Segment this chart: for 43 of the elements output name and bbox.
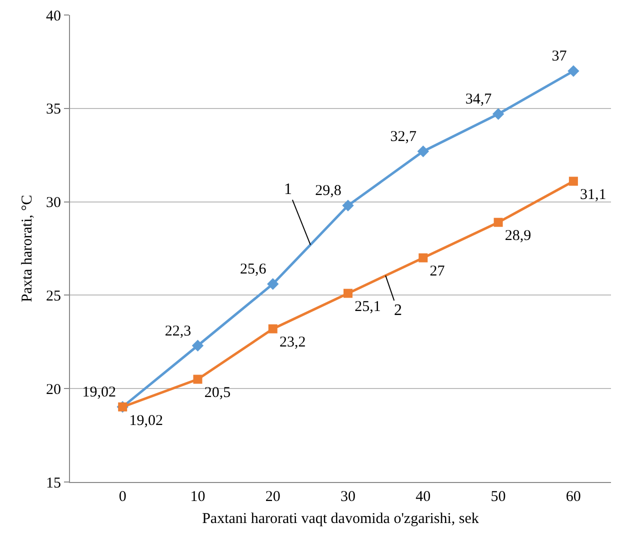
data-label: 25,6 (240, 262, 267, 278)
data-label: 22,3 (164, 323, 192, 340)
x-tick-label: 20 (265, 489, 280, 505)
data-label: 31,1 (580, 187, 606, 204)
point (342, 200, 354, 212)
data-label: 23,2 (280, 334, 306, 351)
point (417, 146, 429, 158)
y-tick-label: 40 (46, 8, 61, 24)
y-tick-label: 15 (46, 475, 61, 492)
x-tick-label: 40 (416, 489, 431, 505)
x-tick-label: 50 (490, 489, 506, 505)
text: 1 (284, 181, 292, 198)
point (494, 218, 503, 227)
data-label: 32,7 (390, 128, 418, 145)
series-label: 2 (394, 302, 402, 319)
data-label: 19,02 (129, 412, 163, 429)
point (492, 108, 504, 120)
data-label: 34,7 (465, 92, 492, 108)
data-label: 25,1 (354, 299, 381, 316)
y-tick-label: 35 (46, 102, 61, 118)
y-tick-label: 25 (46, 288, 61, 304)
point (193, 374, 202, 384)
x-tick-label: 10 (190, 489, 206, 505)
data-label: 20,5 (204, 385, 231, 402)
point (267, 278, 279, 290)
data-label: 28,9 (504, 228, 532, 244)
y-axis-title: Paxta harorati, °C (19, 194, 36, 302)
x-tick-label: 60 (566, 489, 581, 505)
data-label: 19,02 (82, 384, 116, 401)
y-tick-label: 20 (46, 382, 61, 398)
point (418, 253, 428, 262)
data-label: 27 (430, 264, 446, 280)
point (268, 324, 278, 334)
point (192, 340, 204, 352)
point (568, 176, 578, 186)
point (344, 288, 353, 298)
x-tick-label: 0 (118, 489, 126, 505)
data-label: 29,8 (315, 183, 342, 200)
point (568, 65, 580, 77)
x-tick-label: 30 (340, 489, 356, 505)
y-tick-label: 30 (46, 195, 61, 212)
x-axis-title: Paxtani harorati vaqt davomida o'zgarishi, sek (202, 511, 480, 527)
data-label: 37 (552, 48, 568, 65)
